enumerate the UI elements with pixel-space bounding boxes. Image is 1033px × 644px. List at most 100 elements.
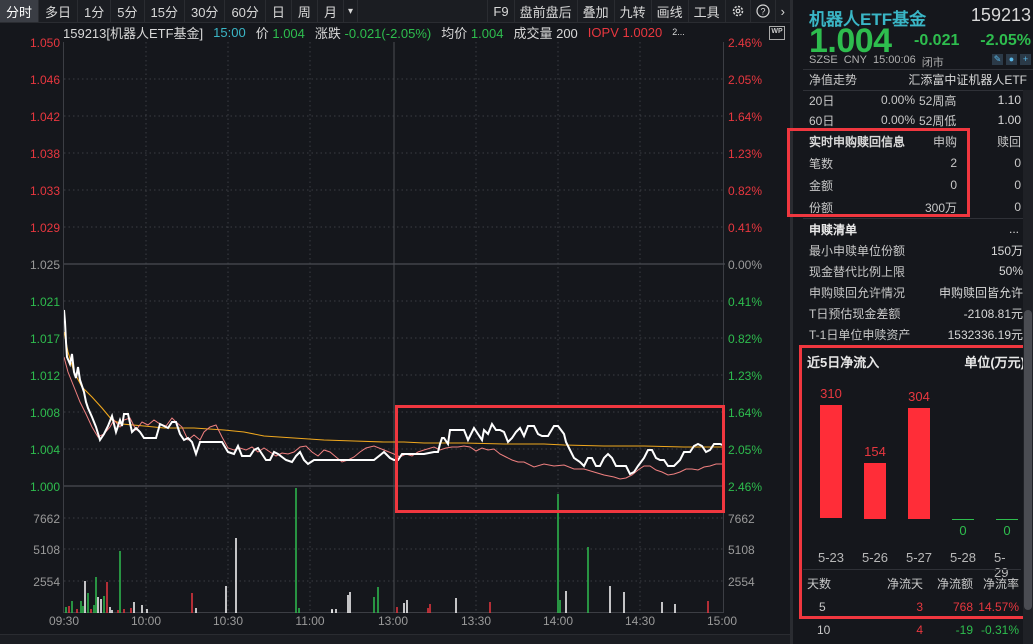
- tab-day[interactable]: 日: [266, 0, 292, 22]
- date-label: 5-27: [905, 550, 933, 565]
- intraday-chart[interactable]: [63, 42, 725, 613]
- bar-value: 0: [1003, 523, 1011, 538]
- market-status: 闭市: [921, 57, 944, 69]
- premarket-button[interactable]: 盘前盘后: [513, 0, 577, 22]
- flow-table-row: 10 4 -19 -0.31%: [807, 620, 1021, 640]
- question-icon[interactable]: ?: [749, 0, 775, 22]
- more-periods-dropdown-icon[interactable]: ▾: [344, 0, 358, 22]
- list-row: T日预估现金差额 -2108.81元: [809, 303, 1023, 323]
- panel-scrollbar[interactable]: [1023, 90, 1033, 644]
- chart-canvas: [64, 42, 725, 613]
- flow-days: 3: [916, 600, 923, 614]
- tab-5min[interactable]: 5分: [111, 0, 145, 22]
- tab-intraday[interactable]: 分时: [0, 0, 40, 22]
- last-price: 1.004: [809, 22, 892, 60]
- bar-5-26: [864, 463, 886, 519]
- flow-unit: 单位(万元): [964, 355, 1025, 370]
- draw-line-button[interactable]: 画线: [650, 0, 688, 22]
- date-label: 5-28: [949, 550, 977, 565]
- list-row: 现金替代比例上限 50%: [809, 261, 1023, 281]
- period-toolbar: 分时 多日 1分 5分 15分 30分 60分 日 周 月 ▾ F9 盘前盘后 …: [0, 0, 790, 23]
- col-rate: 净流率: [982, 576, 1019, 591]
- list-header: 申赎清单 ...: [809, 219, 1019, 239]
- overlay-button[interactable]: 叠加: [576, 0, 614, 22]
- tab-week[interactable]: 周: [292, 0, 318, 22]
- chevron-right-icon[interactable]: ›: [774, 0, 790, 22]
- tab-30min[interactable]: 30分: [185, 0, 226, 22]
- gear-icon[interactable]: [724, 0, 750, 22]
- quote-meta: SZSE CNY 15:00:06 闭市: [809, 54, 944, 70]
- price-tick: 1.017: [29, 332, 60, 346]
- tab-month[interactable]: 月: [318, 0, 344, 22]
- bar-value: 304: [908, 389, 930, 404]
- edit-icon[interactable]: ✎: [992, 54, 1003, 65]
- bar-value: 0: [959, 523, 967, 538]
- bar-5-23: [820, 405, 842, 518]
- f9-button[interactable]: F9: [487, 0, 513, 22]
- bar-5-28: [952, 519, 974, 520]
- bar-value: 154: [864, 444, 886, 459]
- plus-icon[interactable]: +: [1020, 54, 1031, 65]
- price-tick: 1.004: [29, 443, 60, 457]
- realtime-title: 实时申购赎回信息: [809, 134, 906, 149]
- wp-monitor-icon[interactable]: WP: [769, 26, 785, 40]
- fund-name: 机器人ETF基金: [809, 10, 927, 29]
- change-label: 涨跌: [314, 25, 341, 41]
- pct-tick: 1.64%: [728, 110, 763, 124]
- pct-tick: 1.23%: [728, 369, 763, 383]
- days: 10: [817, 623, 831, 637]
- time-tick: 13:00: [377, 614, 409, 628]
- list-value: 申购赎回皆允许: [938, 285, 1023, 300]
- realtime-header: 实时申购赎回信息 申购 赎回: [809, 131, 1021, 151]
- pct-tick: 0.82%: [728, 184, 763, 198]
- realtime-label: 笔数: [809, 156, 834, 171]
- tab-15min[interactable]: 15分: [145, 0, 185, 22]
- bell-icon[interactable]: ●: [1006, 54, 1017, 65]
- time-tick: 14:30: [624, 614, 656, 628]
- tab-60min[interactable]: 60分: [225, 0, 266, 22]
- list-row: 申购赎回允许情况 申购赎回皆允许: [809, 282, 1023, 302]
- rate: -0.31%: [980, 623, 1019, 637]
- col-days: 天数: [807, 576, 832, 591]
- pct-tick: 0.00%: [728, 258, 763, 272]
- list-label: T-1日单位申赎资产: [809, 327, 911, 342]
- time-tick: 10:30: [212, 614, 244, 628]
- nine-turn-button[interactable]: 九转: [613, 0, 651, 22]
- tools-button[interactable]: 工具: [687, 0, 725, 22]
- list-row: T-1日单位申赎资产 1532336.19元: [809, 324, 1023, 344]
- divider: [803, 569, 1021, 570]
- tab-multiday[interactable]: 多日: [39, 0, 79, 22]
- price-tick: 1.050: [29, 36, 60, 50]
- list-value: 50%: [998, 264, 1023, 278]
- tab-1min[interactable]: 1分: [78, 0, 112, 22]
- fund-code: 159213: [970, 5, 1031, 25]
- list-value: -2108.81元: [963, 306, 1023, 321]
- pct-tick: 0.41%: [728, 295, 763, 309]
- pct-tick: 0.41%: [728, 221, 763, 235]
- avg-label: 均价: [441, 25, 468, 41]
- realtime-red: 0: [1014, 200, 1021, 214]
- nav-value: 1.00: [997, 113, 1021, 127]
- currency: CNY: [843, 54, 867, 66]
- bar-5-29: [996, 519, 1018, 520]
- quote-time: 15:00:06: [872, 54, 916, 66]
- bottom-tabs-strip: [0, 634, 790, 644]
- volume-tick: 5108: [33, 543, 60, 557]
- time-tick: 09:30: [48, 614, 80, 628]
- col-amount: 净流额: [936, 576, 973, 591]
- list-row: 最小申赎单位份额 150万: [809, 240, 1023, 260]
- list-more-button[interactable]: ...: [1008, 222, 1019, 236]
- exchange: SZSE: [809, 54, 838, 66]
- info-avg: 1.004: [470, 25, 504, 41]
- volume-tick: 2554: [33, 575, 60, 589]
- nav-pct: 0.00%: [880, 113, 915, 127]
- scrollbar-thumb[interactable]: [1024, 310, 1032, 610]
- chart-section: 分时 多日 1分 5分 15分 30分 60分 日 周 月 ▾ F9 盘前盘后 …: [0, 0, 790, 644]
- quote-actions: ✎ ● +: [992, 54, 1031, 65]
- nav-row: 60日 0.00% 52周低 1.00: [809, 110, 1021, 130]
- nav-row: 20日 0.00% 52周高 1.10: [809, 90, 1021, 110]
- date-label: 5-26: [861, 550, 889, 565]
- pct-tick: 0.82%: [728, 332, 763, 346]
- nav-header[interactable]: 净值走势 汇添富中证机器人ETF: [809, 69, 1027, 89]
- price-label: 价: [255, 25, 269, 41]
